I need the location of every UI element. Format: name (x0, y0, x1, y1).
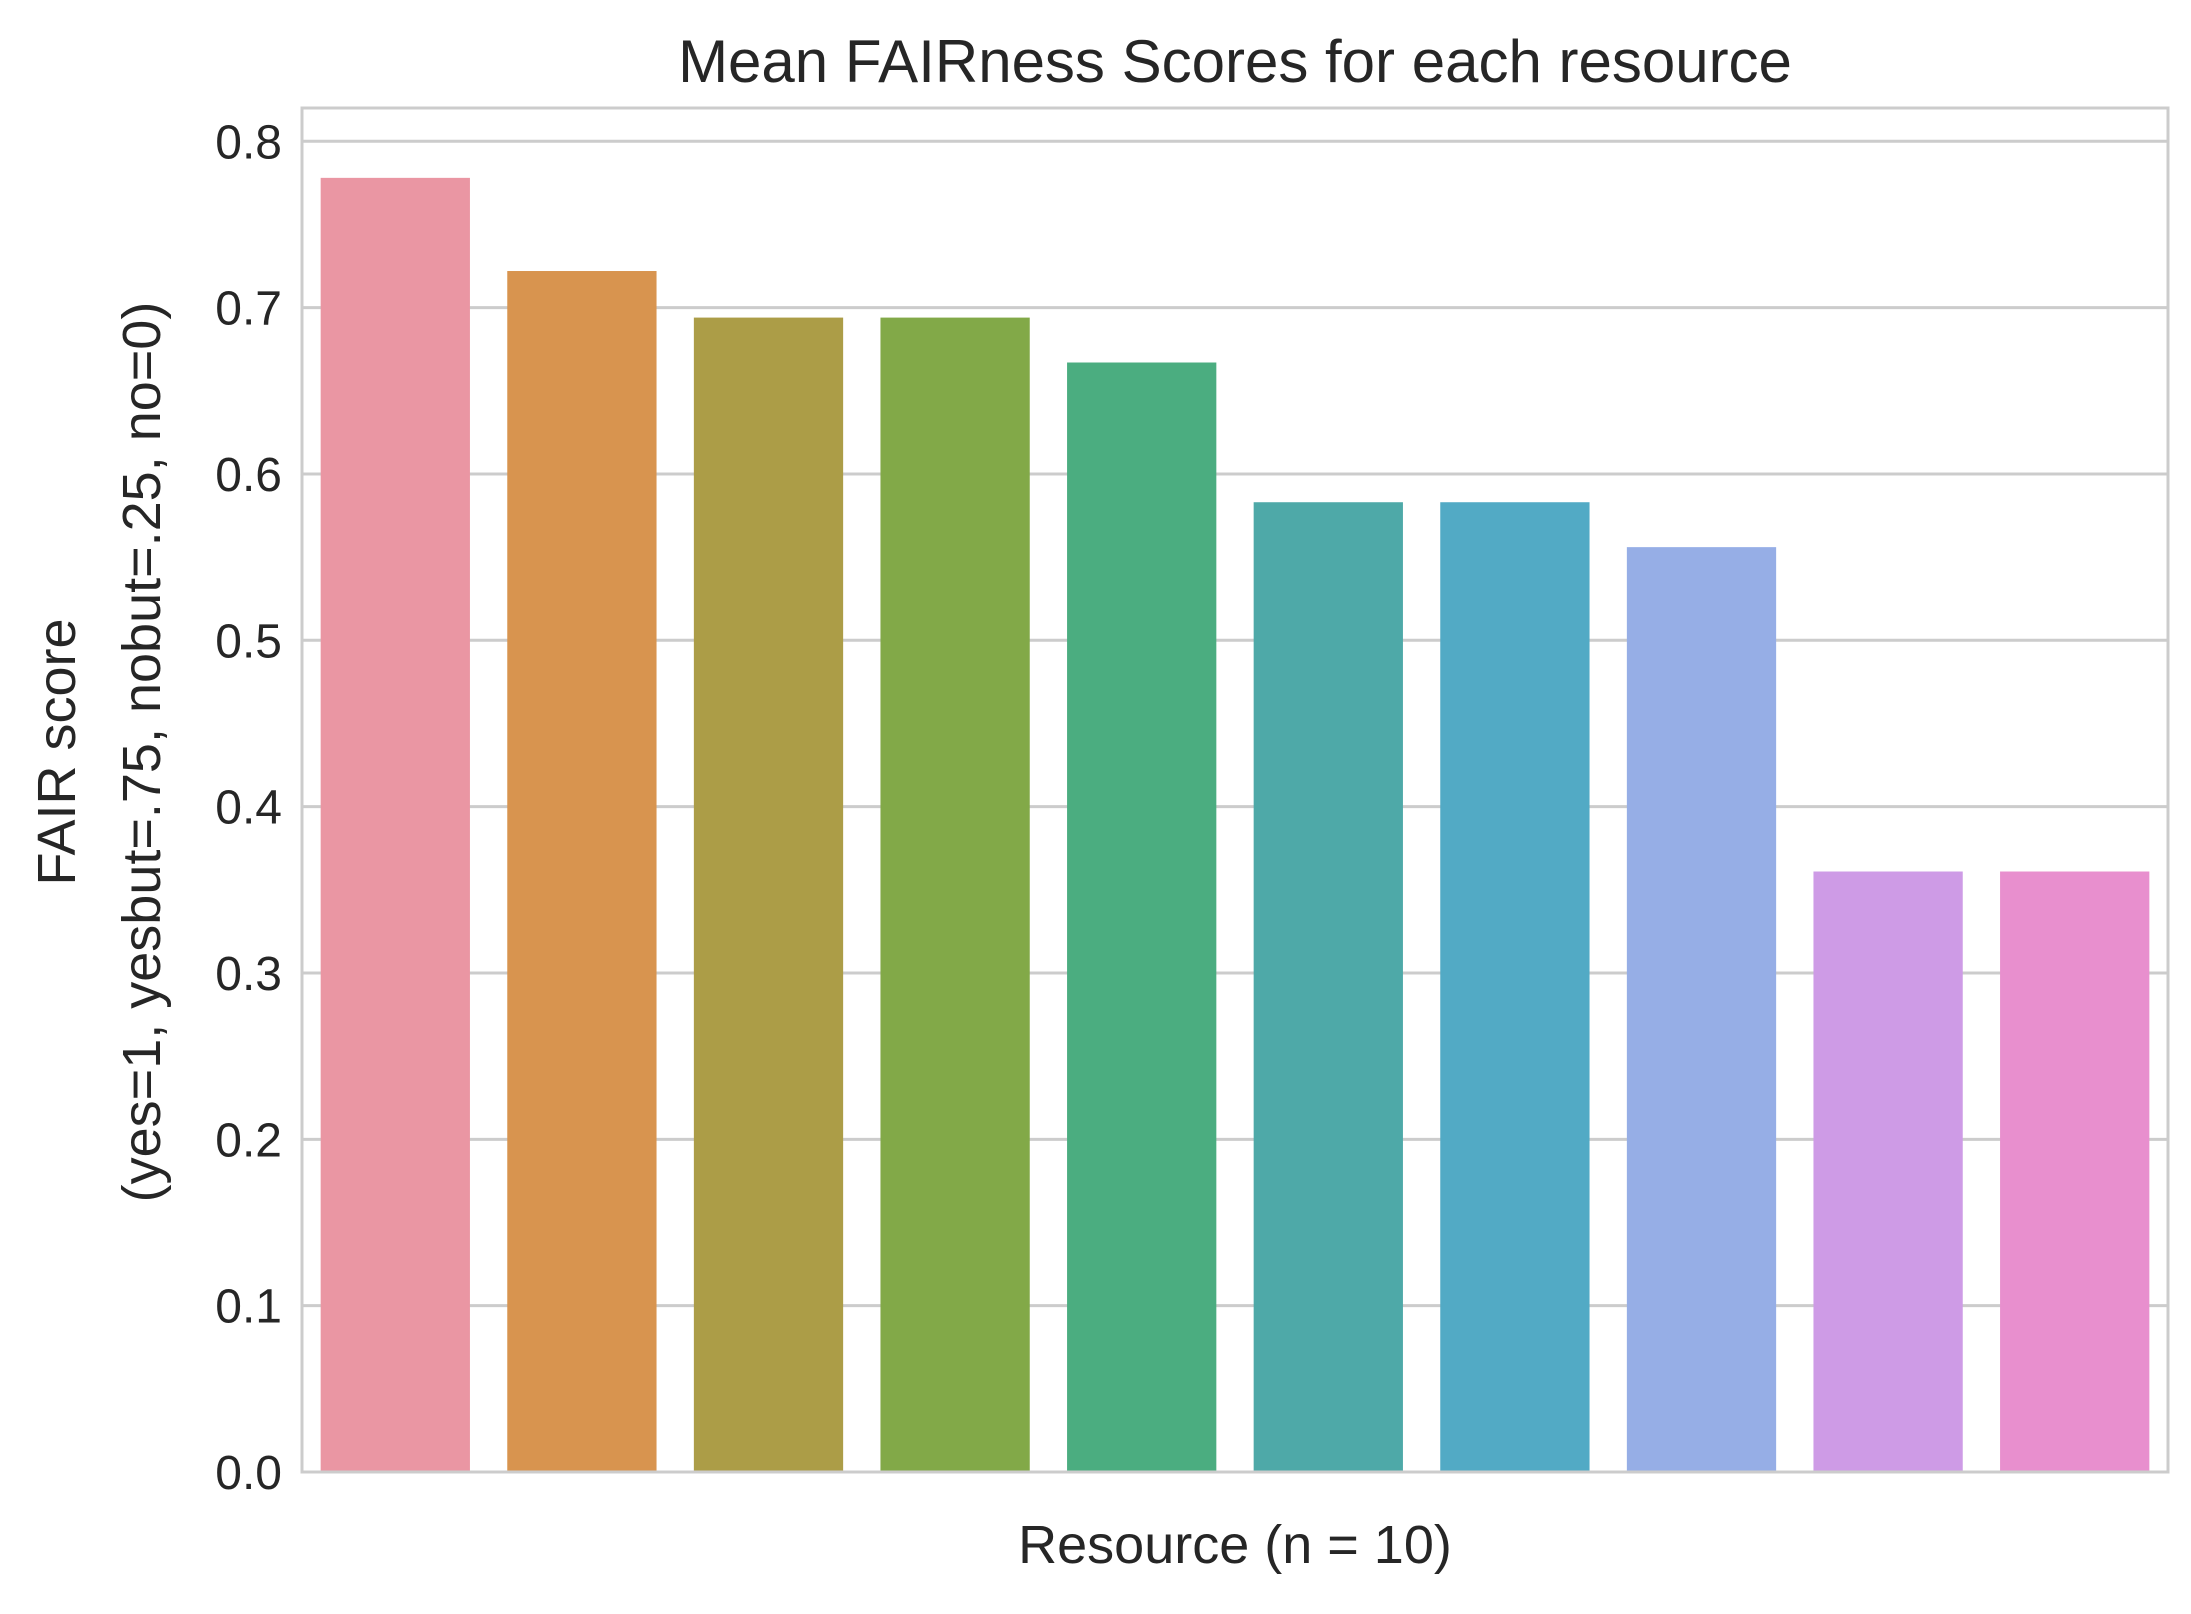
y-tick-labels: 0.0 0.1 0.2 0.3 0.4 0.5 0.6 0.7 0.8 (215, 116, 282, 1500)
y-tick-label: 0.8 (215, 116, 282, 169)
plot-frame (300, 106, 2170, 1474)
y-tick-label: 0.7 (215, 283, 282, 336)
bar (1440, 502, 1590, 1473)
y-axis-label: FAIR score (yes=1, yesbut=.75, nobut=.25… (27, 302, 172, 1203)
y-axis-label-line-1: FAIR score (27, 618, 87, 885)
bars (320, 177, 2150, 1473)
bar (880, 317, 1030, 1473)
y-tick-label: 0.5 (215, 615, 282, 668)
y-tick-label: 0.4 (215, 782, 282, 835)
bar (693, 317, 844, 1473)
y-tick-label: 0.1 (215, 1281, 282, 1334)
y-axis-label-line-2: (yes=1, yesbut=.75, nobut=.25, no=0) (112, 302, 172, 1203)
bar (1813, 871, 1963, 1472)
y-tick-label: 0.0 (215, 1447, 282, 1500)
bar (507, 271, 657, 1472)
bar (1253, 502, 1403, 1473)
bar (2000, 871, 2150, 1472)
y-tick-label: 0.2 (215, 1114, 282, 1167)
y-tick-label: 0.3 (215, 948, 282, 1001)
chart-title: Mean FAIRness Scores for each resource (678, 28, 1792, 95)
x-axis-label: Resource (n = 10) (1018, 1515, 1452, 1575)
y-tick-label: 0.6 (215, 449, 282, 502)
bar (320, 177, 470, 1473)
bar (1067, 362, 1217, 1472)
bar (1626, 547, 1777, 1472)
